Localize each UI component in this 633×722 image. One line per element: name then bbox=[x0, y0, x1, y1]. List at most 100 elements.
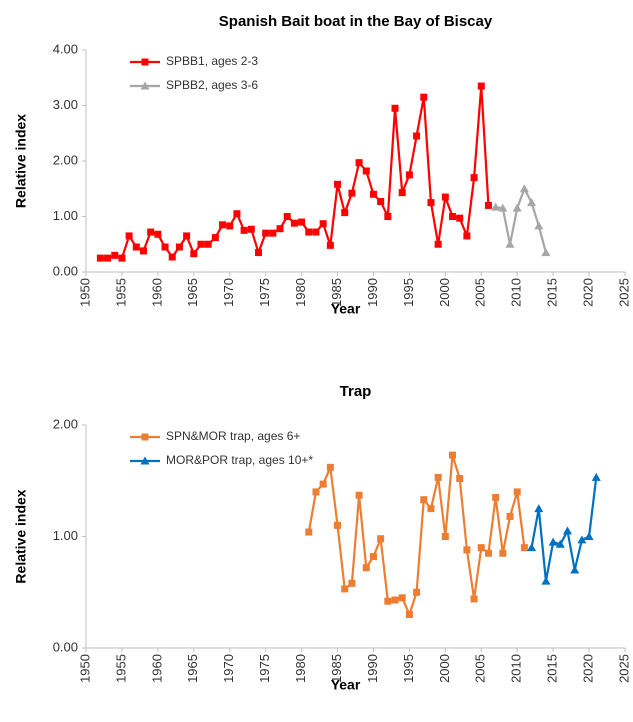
x-tick-label: 1995 bbox=[401, 654, 416, 683]
marker bbox=[226, 222, 234, 230]
y-tick-label: 2.00 bbox=[53, 416, 78, 431]
x-tick-label: 1955 bbox=[113, 654, 128, 683]
y-tick-label: 1.00 bbox=[53, 528, 78, 543]
marker bbox=[147, 228, 155, 236]
marker bbox=[247, 225, 255, 233]
x-tick-label: 1975 bbox=[257, 278, 272, 307]
y-axis-label: Relative index bbox=[13, 489, 29, 583]
marker bbox=[118, 254, 126, 262]
marker bbox=[527, 198, 537, 207]
x-tick-label: 1965 bbox=[185, 278, 200, 307]
marker bbox=[420, 496, 428, 504]
marker bbox=[463, 546, 471, 554]
series-line bbox=[530, 477, 598, 582]
marker bbox=[139, 247, 147, 255]
marker bbox=[362, 564, 370, 572]
marker bbox=[269, 229, 277, 237]
marker bbox=[154, 230, 162, 238]
marker bbox=[140, 456, 150, 465]
marker bbox=[477, 544, 485, 552]
y-tick-label: 4.00 bbox=[53, 41, 78, 56]
marker bbox=[348, 189, 356, 197]
marker bbox=[427, 199, 435, 207]
marker bbox=[413, 132, 421, 140]
marker bbox=[111, 251, 119, 259]
marker bbox=[434, 240, 442, 248]
marker bbox=[140, 81, 150, 90]
x-tick-label: 2010 bbox=[509, 654, 524, 683]
x-tick-label: 1965 bbox=[185, 654, 200, 683]
marker bbox=[132, 243, 140, 251]
marker bbox=[334, 521, 342, 529]
marker bbox=[512, 203, 522, 212]
marker bbox=[449, 213, 457, 220]
marker bbox=[513, 488, 521, 496]
marker bbox=[584, 532, 594, 540]
x-tick-label: 2000 bbox=[437, 654, 452, 683]
x-tick-label: 1985 bbox=[329, 278, 344, 307]
marker bbox=[520, 544, 528, 552]
marker bbox=[441, 533, 449, 540]
legend-label: SPBB2, ages 3-6 bbox=[166, 78, 258, 92]
marker bbox=[334, 180, 342, 188]
marker bbox=[326, 463, 334, 471]
marker bbox=[477, 82, 485, 90]
marker bbox=[283, 213, 291, 220]
marker bbox=[204, 240, 212, 248]
y-tick-label: 2.00 bbox=[53, 152, 78, 167]
marker bbox=[384, 597, 392, 605]
marker bbox=[491, 202, 501, 211]
chart-title: Spanish Bait boat in the Bay of Biscay bbox=[219, 13, 493, 30]
marker bbox=[555, 539, 565, 548]
marker bbox=[420, 93, 428, 101]
marker bbox=[506, 512, 514, 520]
marker bbox=[498, 203, 508, 212]
marker bbox=[548, 537, 558, 546]
marker bbox=[377, 198, 385, 206]
marker bbox=[305, 528, 313, 536]
marker bbox=[161, 243, 169, 251]
marker bbox=[492, 493, 500, 501]
marker bbox=[391, 596, 399, 604]
x-tick-label: 1990 bbox=[365, 654, 380, 683]
x-tick-label: 2025 bbox=[616, 654, 631, 683]
marker bbox=[276, 225, 284, 233]
y-tick-label: 3.00 bbox=[53, 97, 78, 112]
x-tick-label: 1960 bbox=[149, 278, 164, 307]
marker bbox=[369, 553, 377, 561]
marker bbox=[470, 174, 478, 182]
marker bbox=[384, 213, 392, 220]
x-tick-label: 1960 bbox=[149, 654, 164, 683]
x-tick-label: 2005 bbox=[473, 278, 488, 307]
x-tick-label: 2020 bbox=[581, 654, 596, 683]
marker bbox=[456, 475, 464, 483]
marker bbox=[527, 543, 537, 552]
y-axis-label: Relative index bbox=[13, 114, 29, 208]
marker bbox=[125, 232, 133, 240]
marker bbox=[441, 193, 449, 201]
x-tick-label: 2010 bbox=[509, 278, 524, 307]
marker bbox=[305, 228, 313, 236]
x-tick-label: 1955 bbox=[113, 278, 128, 307]
x-tick-label: 2015 bbox=[545, 654, 560, 683]
marker bbox=[319, 220, 327, 228]
legend-label: SPN&MOR trap, ages 6+ bbox=[166, 429, 300, 443]
marker bbox=[290, 219, 298, 227]
x-tick-label: 1950 bbox=[77, 654, 92, 683]
marker bbox=[591, 472, 601, 481]
marker bbox=[398, 594, 406, 602]
x-tick-label: 2015 bbox=[545, 278, 560, 307]
marker bbox=[456, 214, 464, 222]
legend-label: SPBB1, ages 2-3 bbox=[166, 54, 258, 68]
marker bbox=[312, 228, 320, 236]
x-tick-label: 1975 bbox=[257, 654, 272, 683]
marker bbox=[362, 167, 370, 175]
marker bbox=[541, 576, 551, 585]
marker bbox=[312, 488, 320, 496]
marker bbox=[519, 184, 529, 193]
marker bbox=[484, 549, 492, 557]
marker bbox=[484, 201, 492, 209]
x-tick-label: 2025 bbox=[616, 278, 631, 307]
marker bbox=[427, 505, 435, 513]
